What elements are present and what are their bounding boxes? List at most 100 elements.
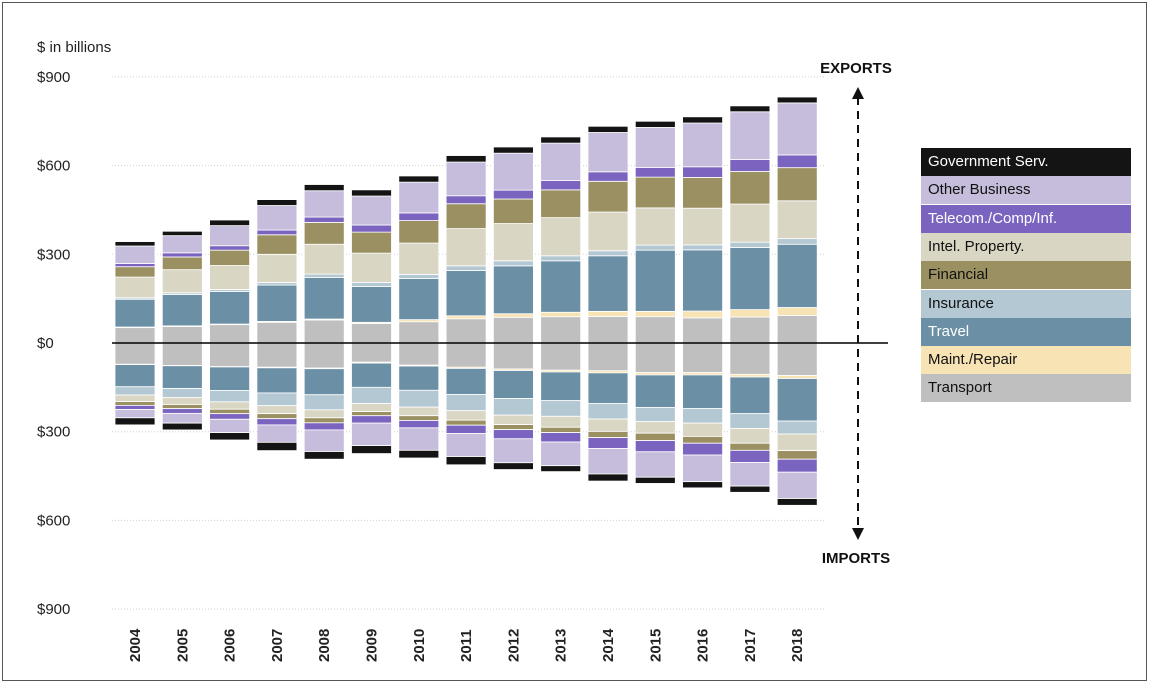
bar-import-segment <box>776 342 818 376</box>
bar-export-segment <box>351 323 392 344</box>
bar-import-segment <box>776 375 818 379</box>
bar-import-segment <box>209 366 251 392</box>
bar-export-segment <box>445 270 487 317</box>
bar-export-segment <box>351 224 392 233</box>
arrow-up-icon <box>852 87 864 99</box>
bar-import-segment <box>587 418 629 432</box>
bar-import-segment <box>540 441 582 467</box>
bar-import-segment <box>729 462 771 487</box>
x-tick-label: 2006 <box>222 629 239 662</box>
bar-export-segment <box>587 132 629 173</box>
bar-import-segment <box>540 400 582 417</box>
bar-import-segment <box>729 485 771 493</box>
bar-export-segment <box>776 96 818 104</box>
bar-export-segment <box>114 266 156 278</box>
bar-import-segment <box>161 365 203 389</box>
bar-import-segment <box>634 421 676 434</box>
legend-item: Telecom./Comp/Inf. <box>921 204 1131 233</box>
bar-import-segment <box>398 406 440 417</box>
bar-export-segment <box>161 235 203 254</box>
bar-import-segment <box>682 422 723 437</box>
bar-export-segment <box>540 255 582 262</box>
legend-item: Maint./Repair <box>921 346 1131 375</box>
bar-export-segment <box>398 321 440 344</box>
bar-export-segment <box>729 309 771 318</box>
bar-import-segment <box>540 342 582 371</box>
bar-import-segment <box>256 413 298 420</box>
bar-import-segment <box>776 433 818 452</box>
bar-import-segment <box>209 408 251 415</box>
bar-import-segment <box>303 409 345 419</box>
bar-import-segment <box>682 374 723 410</box>
bar-export-segment <box>587 250 629 257</box>
y-tick-label: $300 <box>37 424 70 441</box>
bar-export-segment <box>445 315 487 320</box>
bar-import-segment <box>256 418 298 426</box>
bar-import-segment <box>303 422 345 431</box>
bar-import-segment <box>776 450 818 460</box>
bar-export-segment <box>398 175 440 183</box>
bar-import-segment <box>445 368 487 395</box>
bar-import-segment <box>776 471 818 499</box>
bar-export-segment <box>445 195 487 205</box>
bar-export-segment <box>492 265 534 315</box>
bar-import-segment <box>256 441 298 452</box>
bar-export-segment <box>303 243 345 275</box>
bar-import-segment <box>682 408 723 424</box>
bar-export-segment <box>729 158 771 172</box>
bar-export-segment <box>729 111 771 160</box>
bar-export-segment <box>445 228 487 267</box>
bar-import-segment <box>776 498 818 506</box>
bar-export-segment <box>776 315 818 344</box>
bar-import-segment <box>492 370 534 399</box>
bar-export-segment <box>398 278 440 321</box>
bar-import-segment <box>492 414 534 426</box>
bars <box>114 96 818 506</box>
x-tick-label: 2011 <box>458 629 475 662</box>
bar-import-segment <box>114 364 156 388</box>
bar-export-segment <box>114 241 156 247</box>
bar-export-segment <box>445 155 487 163</box>
bar-import-segment <box>398 389 440 408</box>
bar-export-segment <box>776 102 818 156</box>
bar-import-segment <box>351 411 392 417</box>
bar-export-segment <box>256 284 298 322</box>
bar-export-segment <box>303 276 345 320</box>
bar-export-segment <box>161 230 203 237</box>
bar-import-segment <box>634 407 676 423</box>
bar-import-segment <box>303 394 345 411</box>
legend-item: Travel <box>921 317 1131 346</box>
legend-item: Other Business <box>921 176 1131 205</box>
bar-export-segment <box>351 231 392 254</box>
bar-import-segment <box>351 362 392 388</box>
bar-export-segment <box>682 207 723 246</box>
bar-import-segment <box>256 342 298 368</box>
bar-export-segment <box>256 205 298 231</box>
bar-export-segment <box>587 315 629 344</box>
bar-import-segment <box>351 403 392 412</box>
bar-import-segment <box>492 429 534 440</box>
bar-import-segment <box>351 415 392 424</box>
bar-export-segment <box>303 190 345 218</box>
bar-export-segment <box>209 219 251 227</box>
bar-import-segment <box>634 451 676 478</box>
bar-export-segment <box>729 105 771 113</box>
bar-export-segment <box>256 229 298 236</box>
bar-import-segment <box>351 445 392 454</box>
x-tick-label: 2009 <box>364 629 381 662</box>
bar-export-segment <box>161 294 203 327</box>
bar-import-segment <box>114 409 156 419</box>
bar-export-segment <box>540 260 582 313</box>
bar-export-segment <box>492 189 534 200</box>
x-tick-label: 2014 <box>600 628 617 662</box>
bar-import-segment <box>209 401 251 410</box>
bar-import-segment <box>587 431 629 439</box>
bar-export-segment <box>634 310 676 318</box>
bar-export-segment <box>682 166 723 178</box>
bar-import-segment <box>634 432 676 441</box>
bar-export-segment <box>351 286 392 323</box>
bar-export-segment <box>776 238 818 245</box>
x-tick-label: 2008 <box>316 629 333 662</box>
bar-import-segment <box>161 404 203 410</box>
